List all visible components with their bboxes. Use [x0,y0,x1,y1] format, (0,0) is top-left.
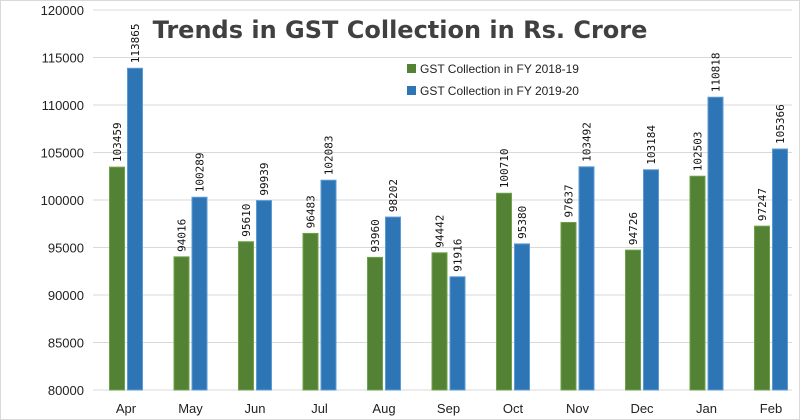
bar-oct-series-2 [514,243,530,391]
data-label: 103459 [111,122,124,162]
x-tick-label: Jan [696,401,717,416]
data-label: 103184 [645,125,658,165]
bar-jun-series-1 [238,241,254,391]
bar-dec-series-2 [643,169,659,391]
y-tick-label: 110000 [42,98,84,113]
data-label: 100289 [194,153,207,193]
data-label: 102503 [692,131,705,171]
legend-swatch [407,64,416,73]
data-label: 97247 [756,188,769,221]
data-label: 105366 [774,104,787,144]
data-label: 97637 [563,184,576,217]
bar-jan-series-1 [689,175,706,391]
data-label: 95380 [516,206,529,239]
x-tick-label: Aug [372,401,395,416]
bar-feb-series-2 [772,148,788,391]
bar-nov-series-1 [560,221,577,391]
legend-label: GST Collection in FY 2018-19 [420,62,579,76]
y-tick-label: 105000 [41,146,84,161]
x-tick-label: May [178,401,203,416]
x-tick-label: Jun [245,401,266,416]
data-label: 99939 [258,162,271,195]
y-tick-label: 95000 [48,241,84,256]
bar-feb-series-1 [754,225,770,391]
bar-sep-series-1 [431,252,448,391]
data-label: 94442 [434,215,447,248]
bar-nov-series-2 [578,166,595,391]
data-label: 102083 [323,135,336,175]
y-tick-label: 90000 [48,288,84,303]
data-label: 93960 [369,219,382,252]
y-tick-label: 80000 [48,383,84,398]
data-label: 91916 [452,239,465,272]
x-tick-label: Apr [116,401,137,416]
data-label: 96483 [305,195,318,228]
legend-swatch [407,86,416,95]
y-tick-label: 85000 [48,336,84,351]
bar-jul-series-1 [302,232,319,391]
bar-aug-series-2 [385,216,401,391]
legend-label: GST Collection in FY 2019-20 [420,84,579,98]
data-label: 113865 [129,24,142,64]
bar-jul-series-2 [320,179,337,391]
x-tick-label: Sep [437,401,460,416]
bar-dec-series-1 [625,249,641,391]
x-tick-label: Dec [630,401,654,416]
y-tick-label: 120000 [41,3,84,18]
chart-title: Trends in GST Collection in Rs. Crore [153,16,648,44]
x-tick-label: Oct [503,401,524,416]
bar-sep-series-2 [449,276,466,391]
bar-jun-series-2 [256,200,272,391]
data-label: 98202 [387,179,400,212]
data-label: 95610 [240,204,253,237]
bar-may-series-2 [191,196,208,391]
y-tick-label: 115000 [42,51,84,66]
x-tick-label: Feb [760,401,782,416]
data-label: 94726 [627,212,640,245]
bar-apr-series-1 [109,166,125,391]
x-tick-label: Jul [311,401,328,416]
bar-jan-series-2 [707,96,724,391]
bar-aug-series-1 [367,256,383,391]
bar-may-series-1 [173,256,190,391]
data-label: 94016 [176,219,189,252]
data-label: 100710 [498,149,511,189]
bar-apr-series-2 [127,67,143,391]
data-label: 103492 [581,122,594,162]
x-tick-label: Nov [566,401,590,416]
bar-oct-series-1 [496,192,512,391]
y-tick-label: 100000 [41,193,84,208]
data-label: 110818 [710,52,723,92]
